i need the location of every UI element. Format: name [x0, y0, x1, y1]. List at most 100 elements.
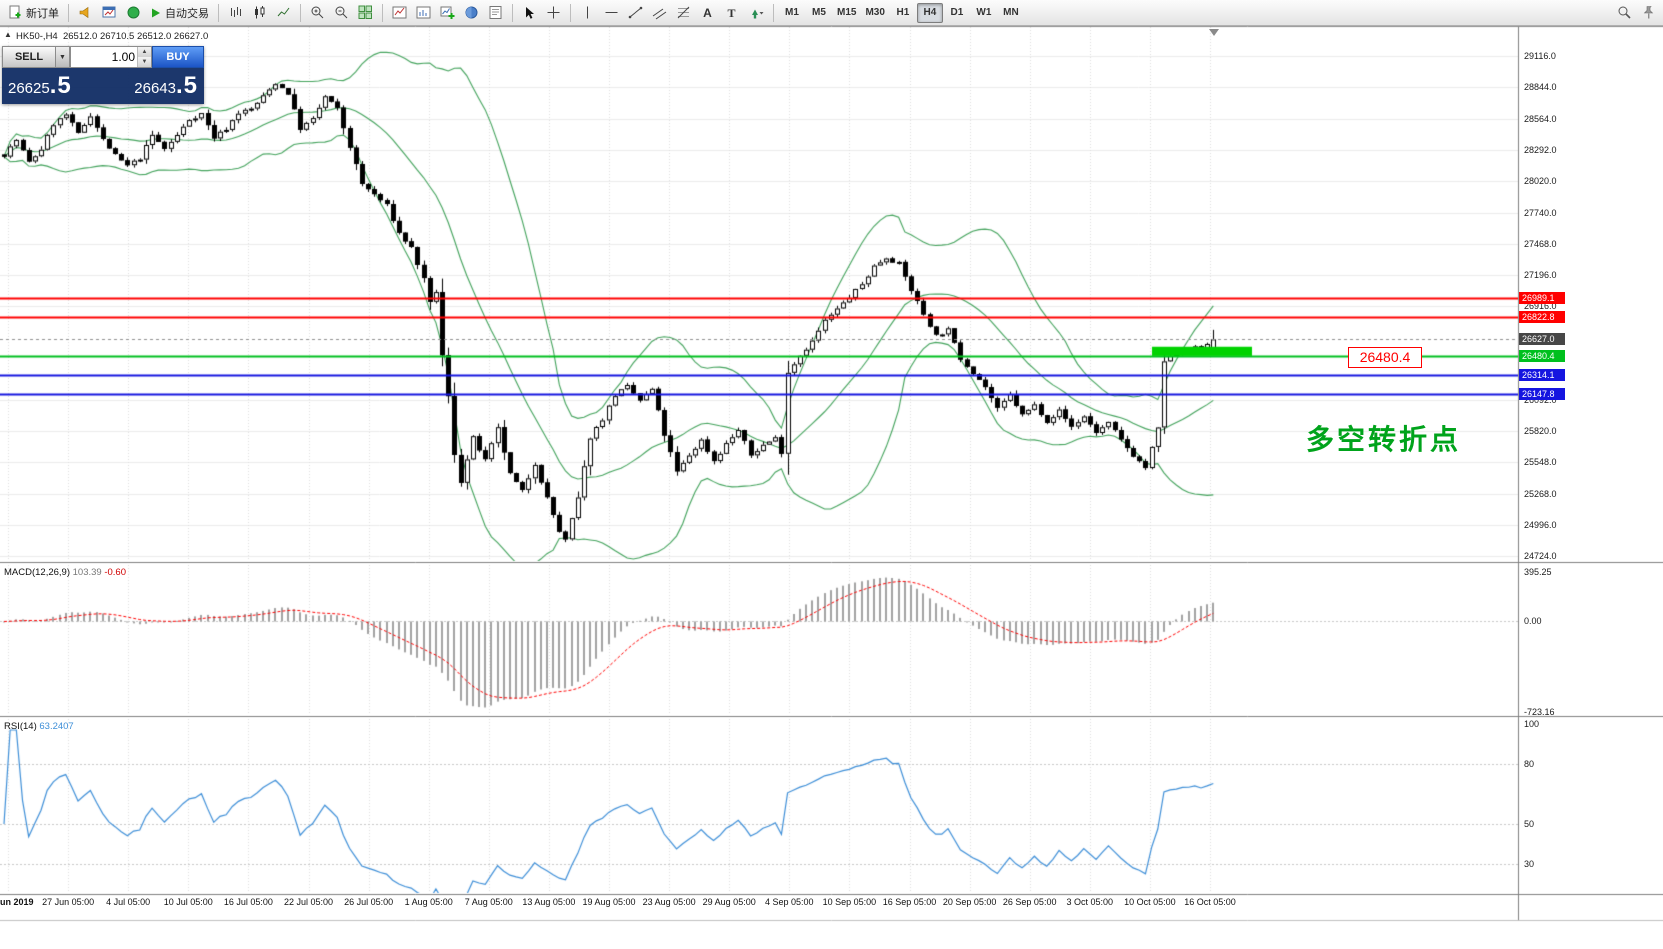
search-button[interactable] [1613, 2, 1636, 24]
stepper-down-icon[interactable]: ▼ [138, 57, 151, 67]
tile-windows-button[interactable] [354, 2, 377, 24]
rsi-axis-tick: 30 [1524, 859, 1535, 869]
auto-trading-label: 自动交易 [165, 7, 209, 20]
rsi-axis-tick: 100 [1524, 719, 1540, 729]
buy-price: 26643.5 [134, 72, 198, 100]
time-axis-label: 4 Sep 05:00 [765, 897, 814, 907]
turning-point-annotation[interactable]: 多空转折点 [1306, 424, 1462, 455]
time-axis-label: 22 Jul 05:00 [283, 897, 334, 907]
volume-field: ▲▼ [70, 46, 152, 68]
line-chart-button[interactable] [272, 2, 295, 24]
time-axis-label: 1 Aug 05:00 [404, 897, 453, 907]
zoom-out-button[interactable] [330, 2, 353, 24]
vertical-line-icon [581, 5, 594, 20]
price-axis-tick: 28844.0 [1524, 81, 1557, 92]
price-annotation-box[interactable]: 26480.4 [1348, 347, 1422, 369]
horizontal-line-icon [604, 6, 619, 19]
auto-trading-button[interactable]: 自动交易 [146, 2, 213, 24]
macd-name: MACD(12,26,9) [4, 567, 70, 578]
zoom-out-icon [334, 5, 349, 20]
timeframe-m1[interactable]: M1 [779, 3, 805, 23]
toolbar-separator [300, 3, 301, 22]
buy-button[interactable]: BUY [152, 46, 204, 68]
price-axis-tick: 25268.0 [1524, 489, 1557, 500]
timeframe-h1[interactable]: H1 [890, 3, 916, 23]
zoom-in-icon [310, 5, 325, 20]
search-icon [1617, 5, 1632, 20]
time-axis-label: 23 Aug 05:00 [642, 897, 696, 907]
cursor-button[interactable] [518, 2, 541, 24]
price-axis-tick: 29116.0 [1524, 51, 1556, 61]
sell-price: 26625.5 [8, 72, 72, 100]
volume-input[interactable] [71, 47, 137, 67]
pushpin-icon [1641, 5, 1655, 20]
fibonacci-button[interactable] [672, 2, 695, 24]
time-axis-label: 16 Oct 05:00 [1184, 897, 1236, 907]
trendline-button[interactable] [624, 2, 647, 24]
toolbar-separator [512, 3, 513, 22]
indicators-window-button[interactable] [388, 2, 411, 24]
toolbar-separator [218, 3, 219, 22]
price-axis-tick: 27196.0 [1524, 269, 1557, 280]
volume-stepper[interactable]: ▲ ▼ [137, 47, 151, 67]
timeframe-d1[interactable]: D1 [944, 3, 970, 23]
toolbar-right-group [1613, 2, 1659, 24]
trendline-icon [628, 5, 643, 20]
timeframe-w1[interactable]: W1 [971, 3, 997, 23]
trade-panel-controls: SELL ▼ ▲▼ BUY [2, 46, 204, 68]
chart-list-icon [416, 5, 431, 20]
time-axis-label: 20 Sep 05:00 [942, 897, 997, 907]
data-window-button[interactable] [484, 2, 507, 24]
macd-axis-tick: -723.16 [1524, 707, 1555, 717]
timeframe-m5[interactable]: M5 [806, 3, 832, 23]
new-order-button[interactable]: 新订单 [4, 2, 63, 24]
level-price-label[interactable]: 26480.4 [1519, 350, 1565, 363]
label-button[interactable]: T [720, 2, 743, 24]
rsi-name: RSI(14) [4, 721, 37, 732]
level-price-label[interactable]: 26147.8 [1519, 387, 1565, 400]
data-window-icon [488, 5, 503, 20]
arrows-button[interactable] [744, 2, 768, 24]
channel-button[interactable] [648, 2, 671, 24]
candlestick-chart-button[interactable] [248, 2, 271, 24]
timeframe-h4[interactable]: H4 [916, 2, 943, 23]
timeframe-toolbar: M1 M5 M15 M30 H1 H4 D1 W1 MN [779, 2, 1024, 23]
timeframe-m15[interactable]: M15 [833, 3, 860, 23]
macd-signal-value: -0.60 [104, 567, 126, 578]
crosshair-button[interactable] [542, 2, 565, 24]
add-indicator-button[interactable] [436, 2, 459, 24]
bar-chart-button[interactable] [224, 2, 247, 24]
text-button[interactable]: A [696, 2, 719, 24]
level-price-label[interactable]: 26822.8 [1519, 311, 1565, 324]
new-chart-button[interactable] [98, 2, 121, 24]
time-axis-label: 4 Jul 05:00 [106, 897, 151, 907]
horizontal-line-button[interactable] [600, 2, 623, 24]
time-axis-label: 13 Aug 05:00 [522, 897, 576, 907]
alerts-button[interactable] [74, 2, 97, 24]
zoom-in-button[interactable] [306, 2, 329, 24]
level-price-label[interactable]: 26314.1 [1519, 368, 1565, 381]
buy-price-frac: .5 [175, 72, 198, 99]
timeframe-m30[interactable]: M30 [861, 3, 888, 23]
vertical-line-button[interactable] [576, 2, 599, 24]
market-watch-button[interactable] [122, 2, 145, 24]
market-watch-icon [126, 5, 141, 20]
time-axis-label: 29 Aug 05:00 [702, 897, 756, 907]
chart-shift-marker[interactable] [1209, 29, 1219, 36]
level-price-label[interactable]: 26989.1 [1519, 292, 1565, 305]
stepper-up-icon[interactable]: ▲ [138, 47, 151, 57]
price-axis-tick: 25820.0 [1524, 426, 1557, 437]
channel-icon [652, 5, 667, 20]
symbol-marker: ▲ [4, 30, 12, 39]
price-axis-tick: 27740.0 [1524, 207, 1557, 218]
sell-button[interactable]: SELL [2, 46, 56, 68]
timeframe-mn[interactable]: MN [998, 3, 1024, 23]
navigator-button[interactable] [460, 2, 483, 24]
pushpin-button[interactable] [1636, 2, 1659, 24]
time-axis-label: 21 Jun 2019 [0, 897, 34, 907]
sell-dropdown[interactable]: ▼ [56, 46, 70, 68]
chart-list-button[interactable] [412, 2, 435, 24]
macd-label: MACD(12,26,9) 103.39 -0.60 [4, 567, 126, 578]
